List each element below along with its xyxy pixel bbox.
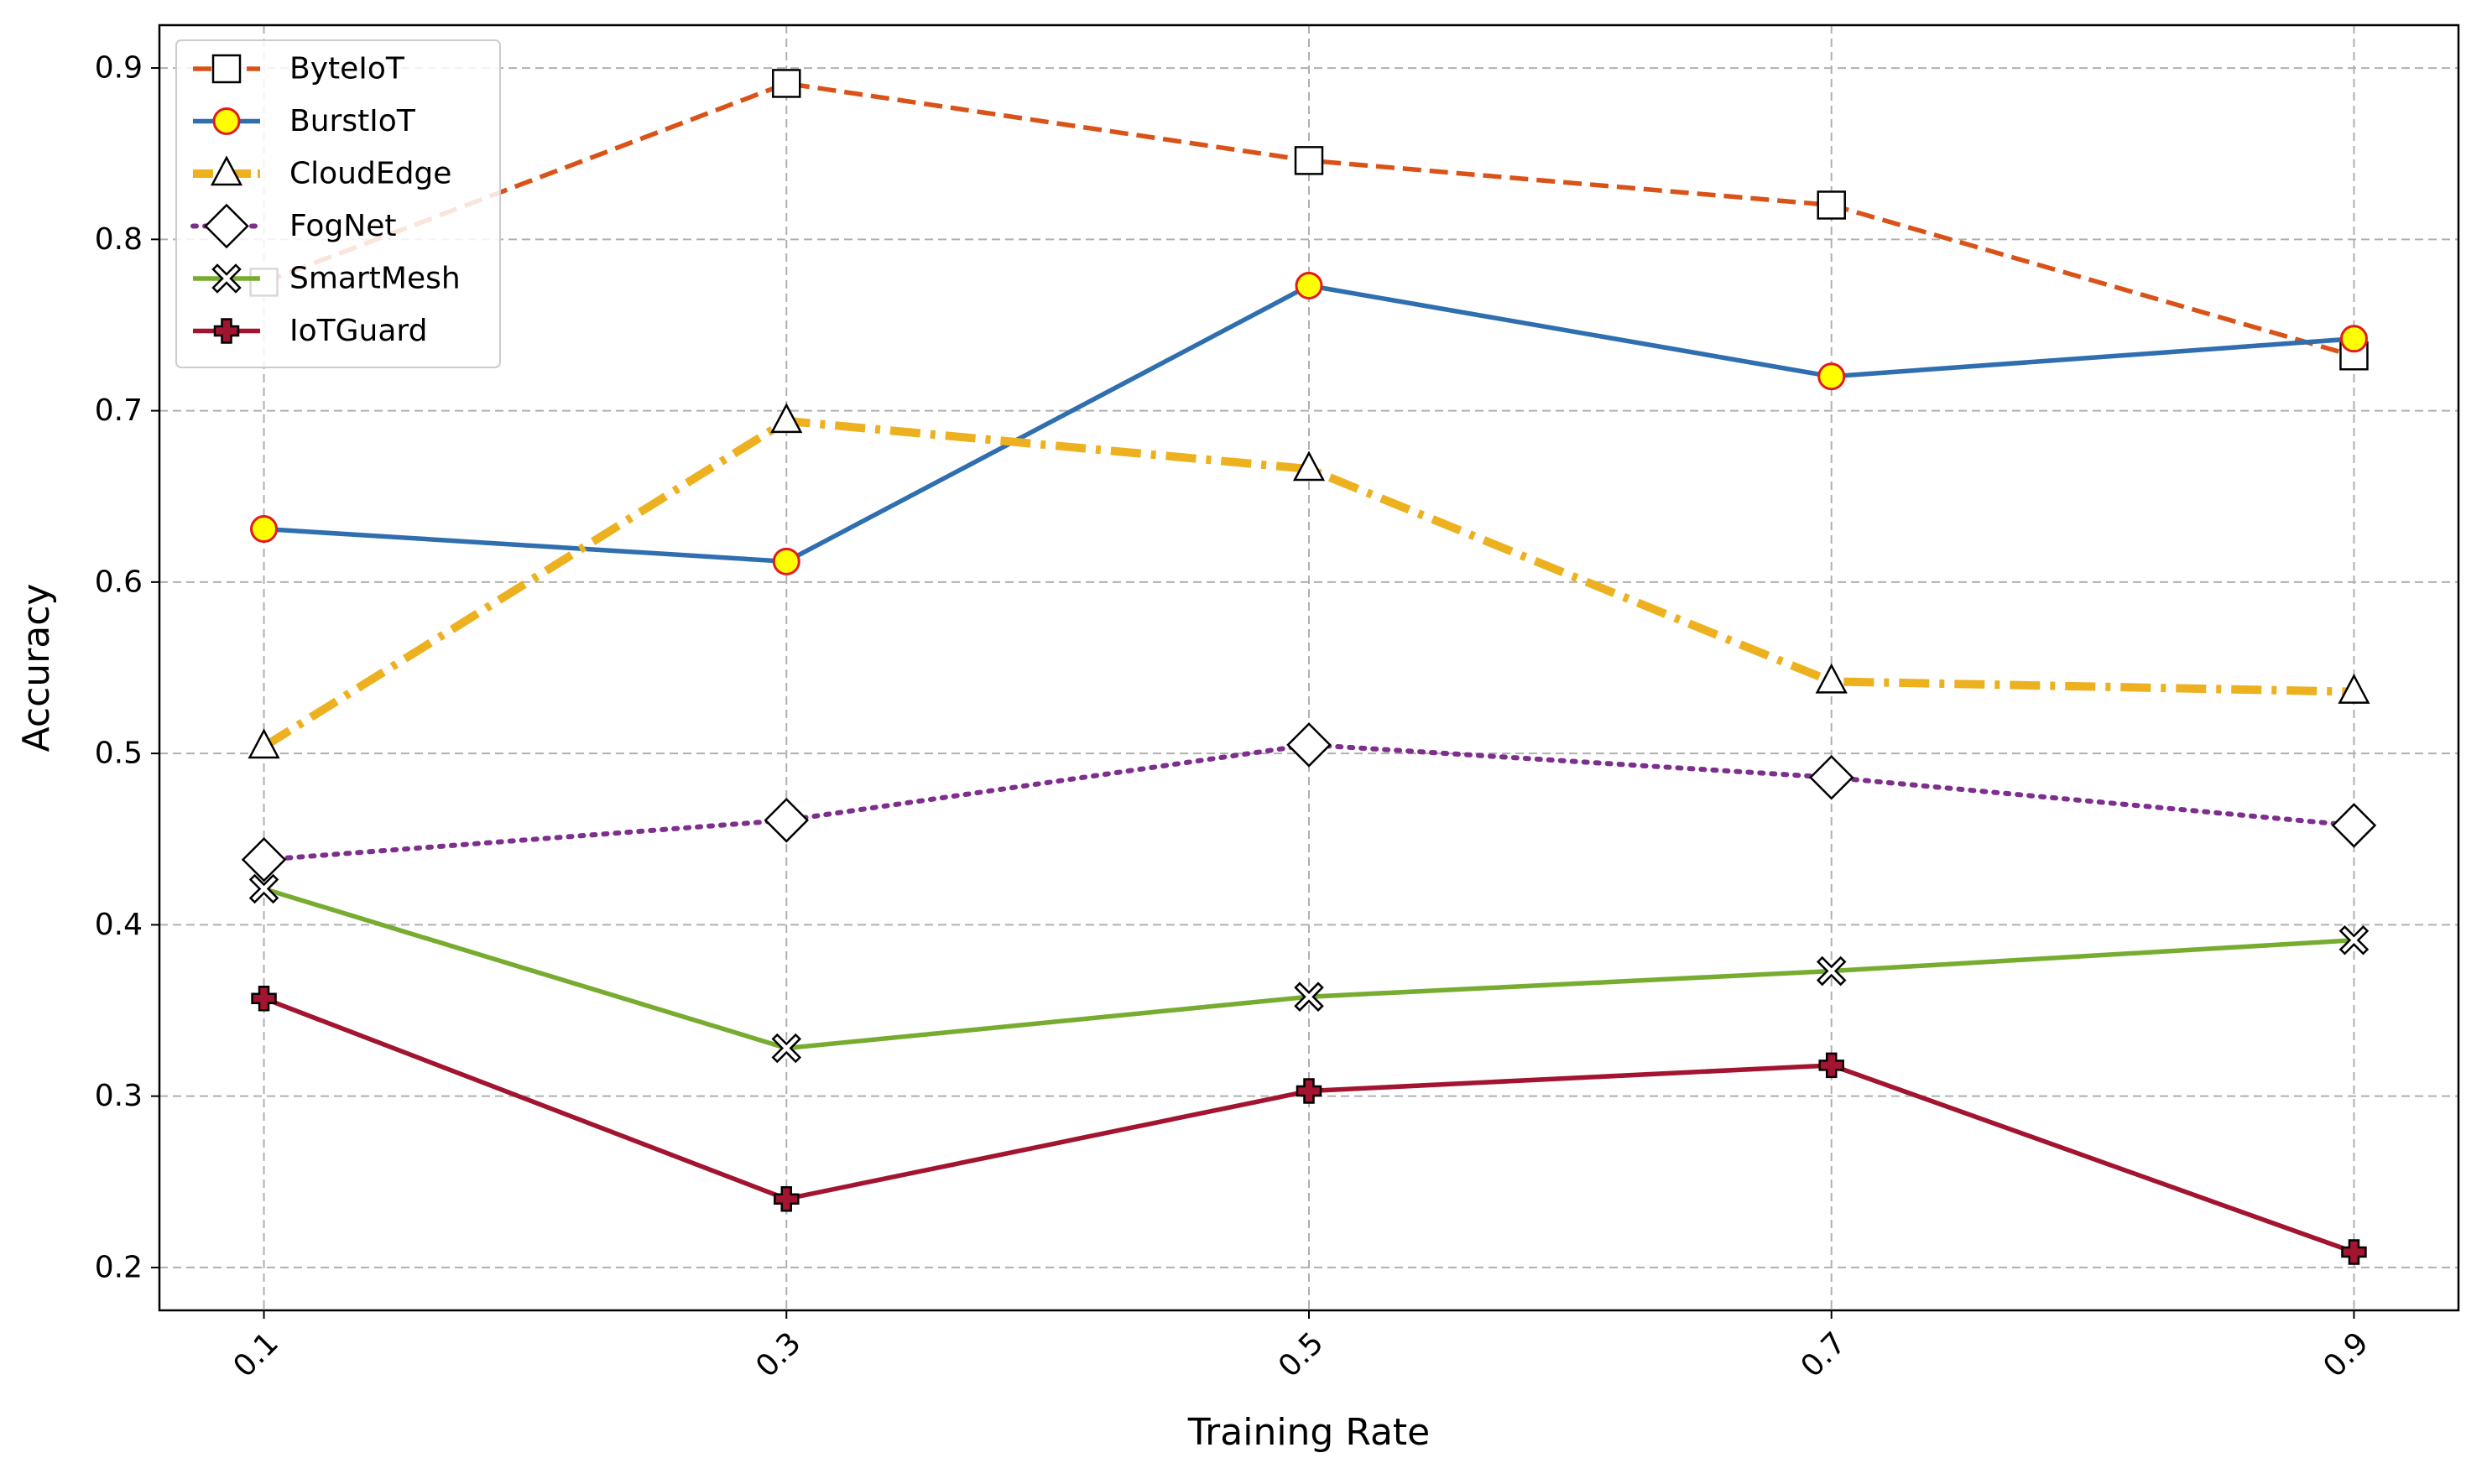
- data-point-fognet: [241, 837, 287, 883]
- legend-label-smartmesh: SmartMesh: [289, 262, 461, 296]
- legend-label-burstiot: BurstIoT: [289, 104, 416, 138]
- data-point-smartmesh: [248, 873, 279, 904]
- y-tick-label: 0.2: [95, 1250, 143, 1284]
- legend-marker-burstiot: [212, 107, 241, 135]
- legend-item-fognet: FogNet: [190, 203, 397, 249]
- grid: [159, 25, 2458, 1310]
- series-line-fognet: [261, 742, 2357, 862]
- data-point-iotguard: [251, 985, 277, 1012]
- legend-marker-cloudedge: [210, 155, 243, 186]
- y-tick-label: 0.4: [95, 908, 143, 942]
- legend-item-cloudedge: CloudEdge: [193, 155, 451, 191]
- data-point-burstiot: [250, 515, 279, 544]
- legend-label-iotguard: IoTGuard: [289, 314, 427, 348]
- legend: ByteIoT BurstIoT CloudEdge FogNet SmartMesh I…: [175, 39, 501, 368]
- data-point-byteiot: [1817, 190, 1846, 220]
- data-point-smartmesh: [1294, 982, 1324, 1012]
- data-point-fognet: [1808, 754, 1854, 800]
- data-point-burstiot: [1295, 271, 1323, 299]
- legend-item-burstiot: BurstIoT: [193, 104, 416, 138]
- legend-label-byteiot: ByteIoT: [289, 52, 405, 86]
- data-point-cloudedge: [2338, 673, 2370, 704]
- y-tick-label: 0.5: [95, 737, 143, 771]
- legend-item-smartmesh: SmartMesh: [193, 262, 461, 296]
- data-point-burstiot: [1817, 362, 1846, 391]
- data-point-iotguard: [2341, 1239, 2367, 1265]
- legend-label-cloudedge: CloudEdge: [289, 157, 451, 191]
- legend-item-byteiot: ByteIoT: [193, 52, 405, 86]
- series-smartmesh: [248, 873, 2370, 1064]
- legend-marker-fognet: [204, 203, 249, 249]
- legend-label-fognet: FogNet: [289, 209, 397, 243]
- data-point-cloudedge: [248, 728, 280, 759]
- legend-marker-iotguard: [213, 318, 240, 344]
- data-point-cloudedge: [1815, 663, 1848, 694]
- data-point-fognet: [2331, 803, 2377, 848]
- series-cloudedge: [248, 403, 2370, 759]
- y-axis-label: Accuracy: [15, 584, 58, 752]
- y-tick-label: 0.7: [95, 393, 143, 428]
- data-point-cloudedge: [1292, 450, 1326, 482]
- legend-marker-byteiot: [211, 54, 242, 84]
- data-point-iotguard: [774, 1185, 800, 1212]
- data-point-iotguard: [1818, 1052, 1844, 1079]
- data-point-burstiot: [2339, 325, 2368, 353]
- data-point-iotguard: [1296, 1078, 1322, 1104]
- data-point-smartmesh: [2338, 925, 2370, 955]
- y-tick-label: 0.9: [95, 51, 143, 86]
- legend-item-iotguard: IoTGuard: [193, 314, 427, 348]
- y-tick-label: 0.6: [95, 565, 143, 599]
- data-point-smartmesh: [1816, 955, 1847, 987]
- series-group: [241, 69, 2377, 1265]
- data-point-byteiot: [1294, 146, 1324, 175]
- x-axis-label: Training Rate: [1187, 1411, 1431, 1454]
- data-point-fognet: [764, 798, 810, 843]
- series-fognet: [241, 722, 2377, 883]
- y-tick-label: 0.8: [95, 222, 143, 257]
- series-burstiot: [250, 271, 2368, 575]
- series-iotguard: [251, 985, 2367, 1265]
- data-point-burstiot: [772, 547, 800, 575]
- legend-marker-smartmesh: [211, 263, 242, 294]
- data-point-byteiot: [772, 69, 801, 98]
- data-point-smartmesh: [771, 1033, 802, 1064]
- data-point-cloudedge: [770, 403, 803, 434]
- series-line-cloudedge: [261, 416, 2354, 751]
- data-point-fognet: [1286, 722, 1332, 768]
- y-tick-label: 0.3: [95, 1079, 143, 1113]
